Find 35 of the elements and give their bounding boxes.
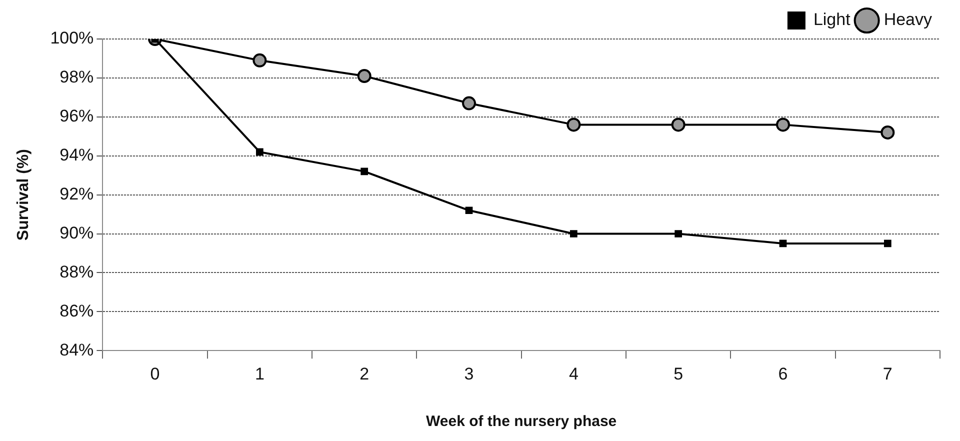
legend-label: Heavy — [884, 10, 932, 30]
legend-label: Light — [813, 10, 851, 30]
point — [462, 96, 476, 110]
point — [880, 125, 895, 140]
point — [360, 168, 368, 176]
point — [570, 230, 578, 238]
x-tick-label: 5 — [674, 364, 684, 384]
y-tick-label: 92% — [60, 184, 94, 204]
point — [779, 240, 787, 248]
y-tick-label: 100% — [50, 28, 94, 48]
y-tick-label: 86% — [60, 301, 94, 320]
point — [256, 148, 264, 156]
x-axis-title: Week of the nursery phase — [426, 413, 617, 430]
x-tick-label: 1 — [254, 364, 264, 384]
point — [357, 69, 372, 84]
x-tick-label: 2 — [360, 364, 370, 384]
x-tick-label: 6 — [778, 364, 788, 384]
point — [566, 118, 581, 132]
y-tick-label: 94% — [60, 146, 94, 165]
y-tick-label: 98% — [60, 68, 94, 87]
y-tick-label: 84% — [60, 340, 94, 360]
x-tick-label: 7 — [882, 364, 892, 384]
point — [776, 118, 790, 132]
y-tick-label: 88% — [60, 262, 94, 282]
point — [252, 53, 267, 68]
y-tick-label: 90% — [60, 223, 94, 242]
point — [671, 118, 686, 132]
y-axis-title: Survival (%) — [15, 149, 32, 241]
point — [674, 230, 682, 238]
point — [465, 206, 473, 214]
point — [884, 240, 892, 248]
x-tick-label: 3 — [464, 364, 474, 384]
x-tick-label: 4 — [568, 364, 578, 384]
y-tick-label: 96% — [60, 106, 94, 126]
x-tick-label: 0 — [150, 364, 160, 384]
